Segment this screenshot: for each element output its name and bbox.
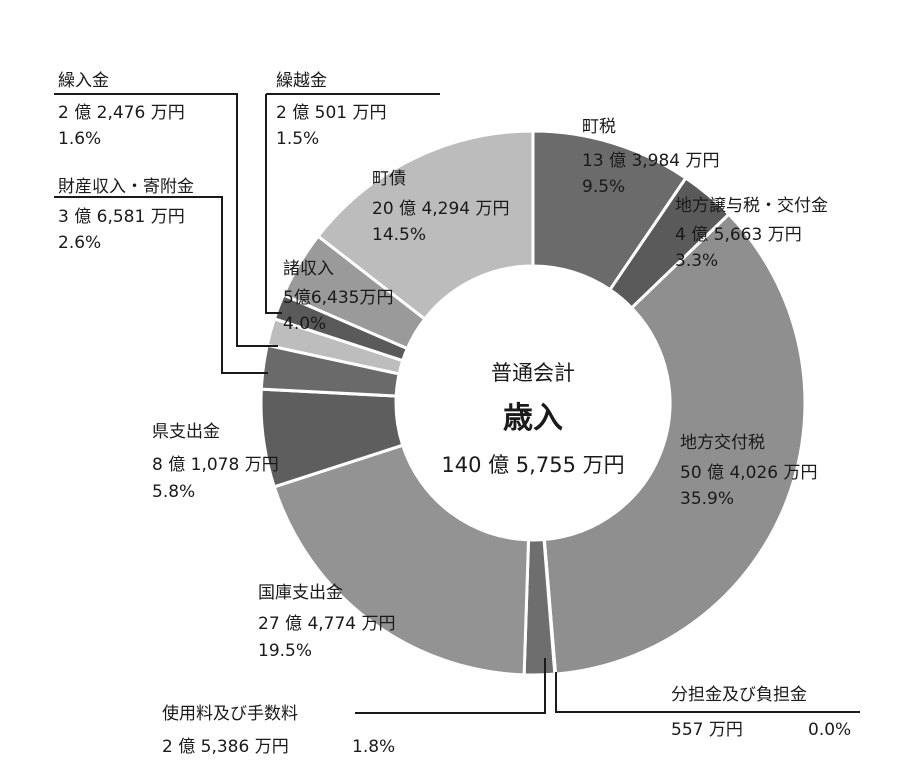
label-shiyoryo: 使用料及び手数料 2 億 5,386 万円 1.8% bbox=[162, 703, 395, 757]
label-amount: 50 億 4,026 万円 bbox=[680, 463, 818, 483]
label-kurikomikin: 繰入金 2 億 2,476 万円 1.6% bbox=[58, 71, 185, 149]
slice-11 bbox=[316, 129, 535, 322]
label-percent: 3.3% bbox=[675, 251, 718, 271]
chart-title: 歳入 bbox=[503, 401, 563, 436]
leader-line-buntankin bbox=[555, 672, 860, 713]
label-name: 繰越金 bbox=[276, 71, 327, 91]
label-name: 県支出金 bbox=[152, 422, 220, 442]
leader-line-kurikoshikin bbox=[265, 94, 282, 314]
label-choze: 町税 13 億 3,984 万円 9.5% bbox=[582, 117, 720, 197]
chart-total: 140 億 5,755 万円 bbox=[441, 453, 624, 477]
label-kofuzei: 地方交付税 50 億 4,026 万円 35.9% bbox=[680, 433, 818, 509]
label-amount: 2 億 5,386 万円 bbox=[162, 737, 289, 757]
label-name: 町税 bbox=[582, 117, 616, 137]
label-kokko: 国庫支出金 27 億 4,774 万円 19.5% bbox=[258, 583, 396, 661]
label-percent: 5.8% bbox=[152, 482, 195, 502]
chart-subtitle: 普通会計 bbox=[491, 361, 575, 385]
label-amount: 2 億 2,476 万円 bbox=[58, 103, 185, 123]
label-kurikoshikin: 繰越金 2 億 501 万円 1.5% bbox=[276, 71, 386, 149]
label-name: 地方譲与税・交付金 bbox=[675, 196, 828, 216]
label-percent: 2.6% bbox=[58, 233, 101, 253]
label-percent: 35.9% bbox=[680, 489, 734, 509]
donut-slices bbox=[259, 129, 807, 677]
label-percent: 4.0% bbox=[283, 314, 326, 334]
label-joyozei: 地方譲与税・交付金 4 億 5,663 万円 3.3% bbox=[675, 196, 828, 271]
label-amount: 2 億 501 万円 bbox=[276, 103, 386, 123]
label-amount: 557 万円 bbox=[671, 720, 743, 740]
label-chosai: 町債 20 億 4,294 万円 14.5% bbox=[372, 169, 510, 245]
label-amount: 5億6,435万円 bbox=[283, 288, 393, 308]
label-amount: 20 億 4,294 万円 bbox=[372, 199, 510, 219]
label-zaisan: 財産収入・寄附金 3 億 6,581 万円 2.6% bbox=[58, 177, 194, 253]
label-ken: 県支出金 8 億 1,078 万円 5.8% bbox=[152, 422, 279, 502]
label-percent: 14.5% bbox=[372, 225, 426, 245]
label-amount: 13 億 3,984 万円 bbox=[582, 151, 720, 171]
label-name: 国庫支出金 bbox=[258, 583, 343, 603]
label-percent: 0.0% bbox=[808, 720, 851, 740]
label-name: 財産収入・寄附金 bbox=[58, 177, 194, 197]
label-percent: 1.5% bbox=[276, 129, 319, 149]
label-name: 諸収入 bbox=[283, 259, 334, 279]
label-amount: 3 億 6,581 万円 bbox=[58, 207, 185, 227]
leader-line-kurikomikin bbox=[54, 93, 278, 347]
label-amount: 4 億 5,663 万円 bbox=[675, 225, 802, 245]
label-name: 町債 bbox=[372, 169, 406, 189]
label-buntankin: 分担金及び負担金 557 万円 0.0% bbox=[671, 685, 851, 740]
label-percent: 1.6% bbox=[58, 129, 101, 149]
label-amount: 8 億 1,078 万円 bbox=[152, 455, 279, 475]
label-amount: 27 億 4,774 万円 bbox=[258, 614, 396, 634]
label-name: 分担金及び負担金 bbox=[671, 685, 807, 705]
leader-line-shiyoryo bbox=[355, 658, 546, 714]
label-name: 地方交付税 bbox=[680, 433, 765, 453]
label-shoshunyu: 諸収入 5億6,435万円 4.0% bbox=[283, 259, 393, 334]
leader-line-zaisan bbox=[54, 196, 268, 374]
label-name: 使用料及び手数料 bbox=[162, 703, 298, 724]
label-percent: 19.5% bbox=[258, 641, 312, 661]
label-percent: 1.8% bbox=[352, 737, 395, 757]
label-name: 繰入金 bbox=[58, 71, 109, 91]
slice-5 bbox=[272, 443, 531, 677]
slice-2 bbox=[542, 212, 807, 676]
label-percent: 9.5% bbox=[582, 177, 625, 197]
